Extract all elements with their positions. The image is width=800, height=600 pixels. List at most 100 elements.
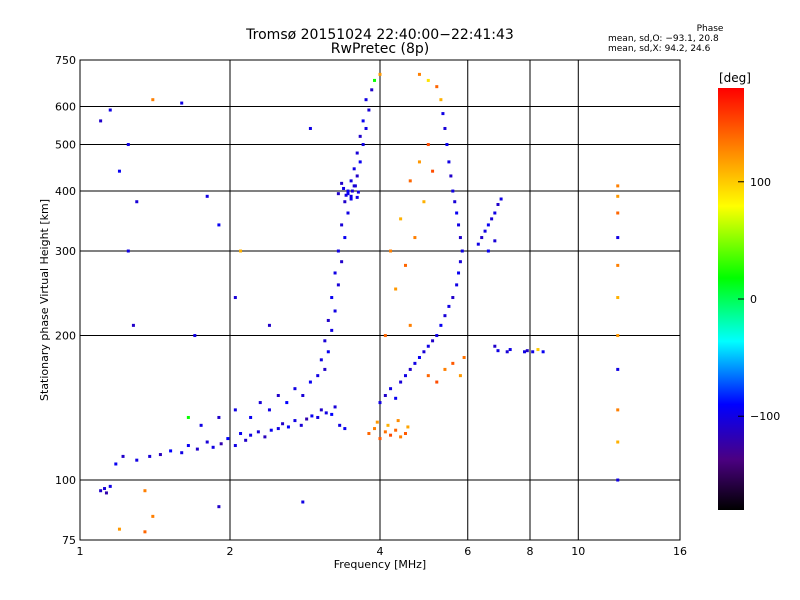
data-point — [316, 415, 320, 419]
data-point — [386, 423, 390, 427]
data-point — [269, 428, 273, 432]
data-point — [180, 451, 184, 455]
y-tick-label: 600 — [55, 101, 76, 114]
data-point — [460, 249, 464, 253]
data-point — [333, 309, 337, 313]
data-point — [375, 420, 379, 424]
data-point — [293, 387, 297, 391]
data-point — [443, 126, 447, 130]
data-point — [353, 184, 357, 188]
data-point — [299, 423, 303, 427]
data-point — [439, 98, 443, 102]
data-point — [435, 334, 439, 338]
data-point — [352, 167, 356, 171]
data-points — [99, 72, 620, 534]
data-point — [413, 236, 417, 240]
plot-frame — [79, 59, 681, 541]
data-point — [370, 88, 374, 92]
data-point — [431, 169, 435, 173]
data-point — [239, 432, 243, 436]
data-point — [367, 108, 371, 112]
x-tick-label: 4 — [377, 545, 384, 558]
data-point — [308, 126, 312, 130]
data-point — [490, 217, 494, 221]
data-point — [108, 484, 112, 488]
data-point — [108, 108, 112, 112]
data-point — [233, 408, 237, 412]
data-point — [439, 323, 443, 327]
data-point — [394, 428, 398, 432]
phase-stats-label: Phase — [696, 24, 724, 34]
data-point — [340, 223, 344, 227]
data-point — [205, 440, 209, 444]
y-tick-label: 400 — [55, 185, 76, 198]
colorbar-tick-label: 0 — [750, 293, 757, 306]
data-point — [531, 350, 535, 354]
data-point — [323, 367, 327, 371]
data-point — [121, 454, 125, 458]
data-point — [435, 85, 439, 89]
data-point — [458, 374, 462, 378]
y-tick-label: 200 — [55, 330, 76, 343]
data-point — [249, 433, 253, 437]
data-point — [457, 271, 461, 275]
data-point — [462, 355, 466, 359]
chart-subtitle: RwPretec (8p) — [330, 41, 430, 57]
phase-stats-x: mean, sd,X: 94.2, 24.6 — [608, 44, 711, 54]
data-point — [378, 437, 382, 441]
data-point — [443, 314, 447, 318]
x-tick-label: 1 — [77, 545, 84, 558]
data-point — [340, 181, 344, 185]
data-point — [358, 134, 362, 138]
data-point — [408, 179, 412, 183]
data-point — [426, 344, 430, 348]
data-point — [394, 396, 398, 400]
data-point — [355, 151, 359, 155]
data-point — [406, 425, 410, 429]
data-point — [286, 425, 290, 429]
data-point — [143, 530, 147, 534]
data-point — [301, 394, 305, 398]
data-point — [616, 194, 620, 198]
data-point — [340, 260, 344, 264]
data-point — [408, 367, 412, 371]
data-point — [493, 239, 497, 243]
data-point — [355, 195, 359, 199]
data-point — [451, 361, 455, 365]
data-point — [389, 249, 393, 253]
data-point — [346, 192, 350, 196]
data-point — [616, 236, 620, 240]
colorbar-tick-label: −100 — [750, 410, 780, 423]
data-point — [493, 344, 497, 348]
y-axis-label: Stationary phase Virtual Height [km] — [38, 199, 51, 401]
data-point — [616, 211, 620, 215]
data-point — [233, 444, 237, 448]
y-tick-label: 75 — [62, 534, 76, 547]
data-point — [361, 143, 365, 147]
data-point — [422, 200, 426, 204]
data-point — [117, 527, 121, 531]
data-point — [496, 349, 500, 353]
data-point — [233, 296, 237, 300]
data-point — [258, 401, 262, 405]
data-point — [389, 433, 393, 437]
data-point — [394, 287, 398, 291]
data-point — [451, 189, 455, 193]
y-axis-ticks: 75 100 200 300 400 500 600 750 — [55, 54, 76, 547]
data-point — [508, 348, 512, 352]
data-point — [336, 283, 340, 287]
data-point — [326, 350, 330, 354]
data-point — [408, 323, 412, 327]
data-point — [319, 408, 323, 412]
data-point — [364, 126, 368, 130]
data-point — [349, 197, 353, 201]
data-point — [486, 223, 490, 227]
data-point — [445, 143, 449, 147]
data-point — [126, 249, 130, 253]
y-tick-label: 500 — [55, 139, 76, 152]
data-point — [323, 339, 327, 343]
data-point — [276, 394, 280, 398]
data-point — [349, 179, 353, 183]
data-point — [346, 189, 350, 193]
data-point — [186, 415, 190, 419]
